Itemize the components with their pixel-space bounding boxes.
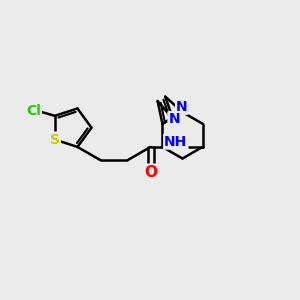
- Text: Cl: Cl: [26, 104, 41, 118]
- Text: N: N: [176, 100, 188, 114]
- Text: O: O: [144, 165, 157, 180]
- Text: S: S: [50, 133, 60, 147]
- Text: N: N: [169, 112, 180, 126]
- Text: NH: NH: [164, 135, 188, 148]
